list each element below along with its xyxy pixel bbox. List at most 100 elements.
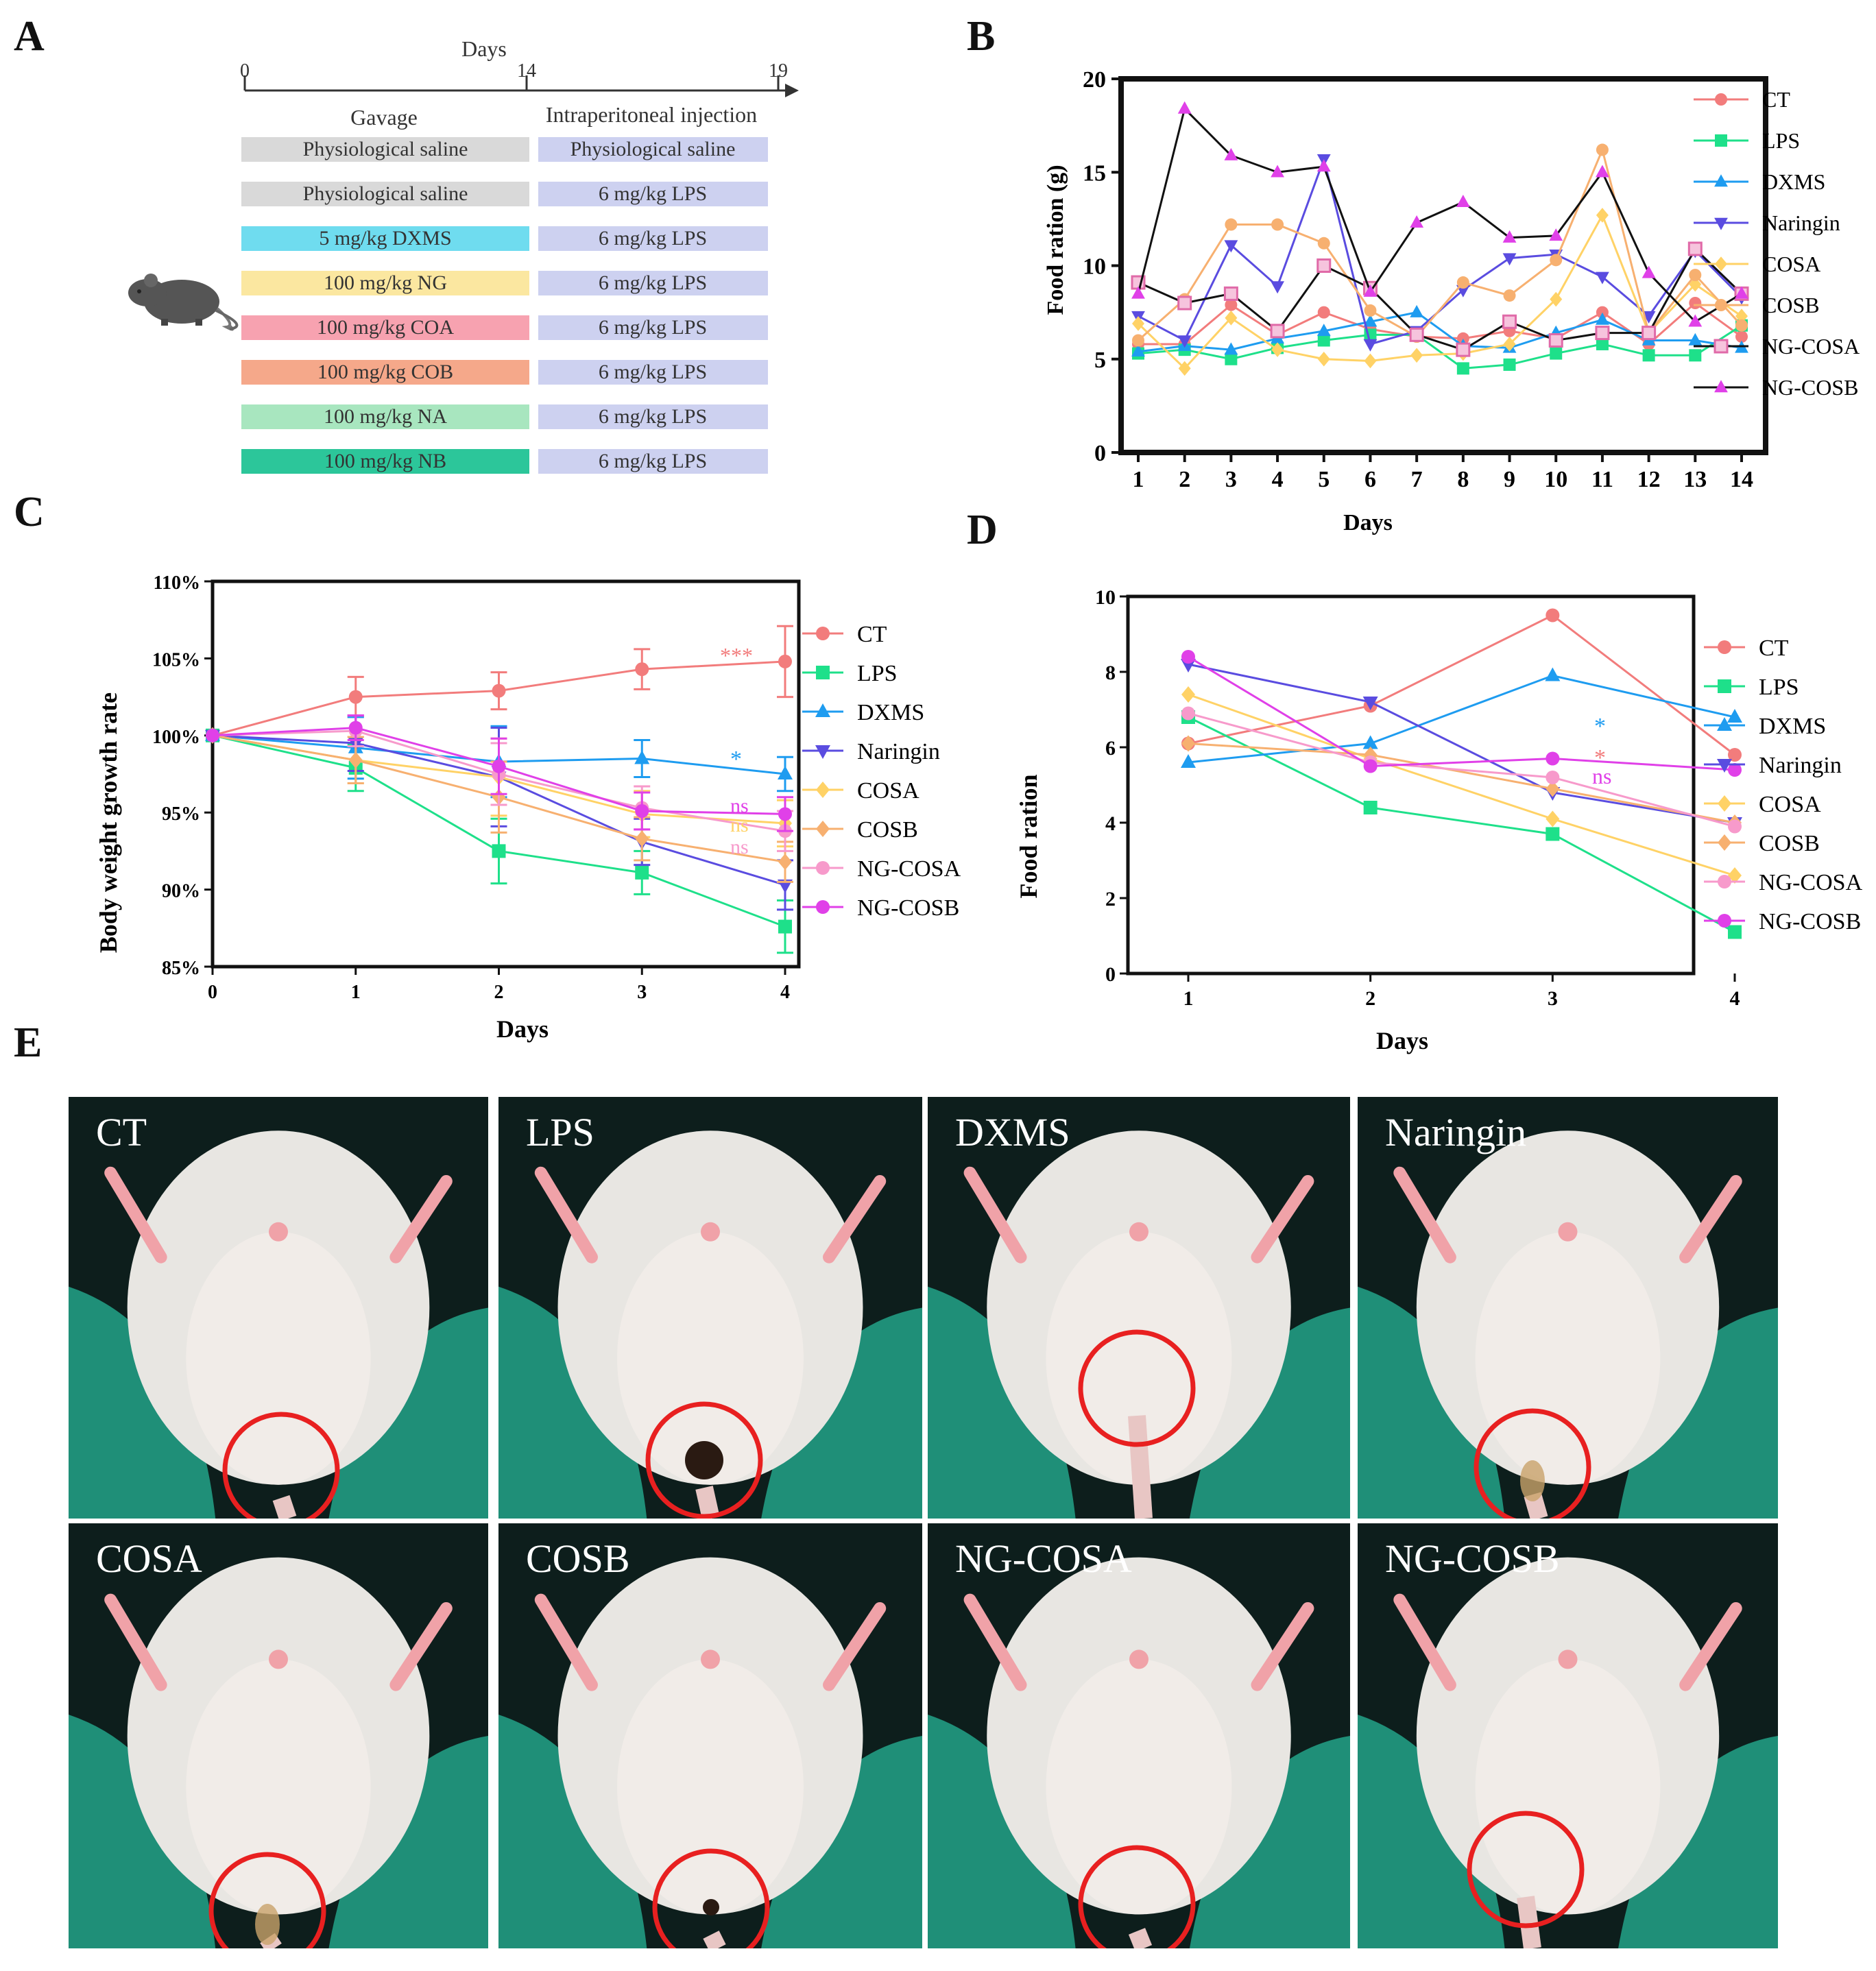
mouse-belly	[1046, 1659, 1232, 1915]
series-line	[1188, 693, 1735, 877]
schedule-tick-14: 14	[517, 60, 536, 82]
mouse-genital	[701, 1222, 720, 1242]
y-tick-label: 20	[1083, 67, 1106, 93]
data-point	[1641, 265, 1656, 278]
legend-marker	[1718, 795, 1731, 812]
data-point	[1316, 159, 1331, 172]
legend-item-ng-cosa: NG-COSA	[1694, 334, 1860, 359]
schedule-row: Physiological saline 6 mg/kg LPS	[241, 182, 768, 206]
data-point	[492, 844, 506, 858]
series-ng-cosb	[1131, 101, 1748, 327]
mouse-tail	[272, 1495, 297, 1519]
data-point	[1596, 208, 1609, 223]
legend-label: COSB	[1759, 831, 1820, 856]
panel-letter-c: C	[14, 489, 45, 535]
legend-item-ng-cosb: NG-COSB	[1694, 375, 1858, 400]
gavage-cell	[241, 315, 529, 340]
x-tick-label: 1	[1183, 987, 1194, 1010]
data-point	[1689, 276, 1702, 292]
x-tick-label: 1	[1133, 467, 1144, 492]
chart-c-ylabel: Body weight growth rate	[95, 692, 122, 953]
mouse-belly	[186, 1231, 371, 1485]
data-point	[635, 803, 649, 818]
mouse-photo-ng-cosb: NG-COSB	[1358, 1523, 1778, 1948]
mouse-tail	[703, 1931, 726, 1948]
mouse-genital	[1558, 1222, 1578, 1242]
data-point	[1688, 332, 1703, 346]
data-point	[1271, 165, 1284, 178]
mouse-genital	[1129, 1222, 1149, 1242]
glove	[69, 1715, 216, 1948]
legend-item-ct: CT	[1704, 636, 1789, 661]
legend-item-lps: LPS	[1694, 128, 1800, 153]
data-point	[1181, 754, 1196, 768]
data-point	[1456, 332, 1469, 345]
legend-label: NG-COSA	[857, 856, 961, 882]
legend-item-cosa: COSA	[1694, 252, 1820, 276]
data-point	[1132, 316, 1144, 331]
series-dxms	[1181, 667, 1742, 768]
significance-label: ns	[730, 814, 749, 836]
legend-label: Naringin	[1762, 210, 1840, 235]
highlight-circle	[645, 1401, 763, 1519]
injection-label: 6 mg/kg LPS	[599, 182, 707, 205]
chart-c-xlabel: Days	[496, 1015, 549, 1043]
schedule-row: 100 mg/kg NG 6 mg/kg LPS	[241, 271, 768, 295]
legend-item-cosb: COSB	[802, 817, 918, 843]
legend-item-naringin: Naringin	[1694, 210, 1840, 235]
data-point	[1546, 608, 1560, 622]
legend-label: Naringin	[1759, 753, 1842, 778]
data-point	[1550, 347, 1563, 360]
legend-marker	[815, 703, 830, 717]
legend-item-cosa: COSA	[802, 778, 919, 803]
legend-label: CT	[1762, 87, 1790, 112]
series-line	[1188, 716, 1735, 933]
photo-label: COSB	[526, 1536, 630, 1581]
data-point	[1362, 697, 1378, 710]
mouse-paw	[534, 1593, 598, 1691]
glove	[928, 1286, 1076, 1519]
mouse-genital	[269, 1649, 288, 1669]
significance-label: *	[1594, 745, 1606, 771]
gavage-label: 100 mg/kg COB	[317, 361, 453, 383]
series-line	[1137, 106, 1742, 324]
data-point	[1410, 215, 1424, 228]
highlight-circle	[652, 1848, 770, 1948]
data-point	[1317, 306, 1330, 319]
legend-marker	[1718, 640, 1731, 654]
data-point	[1735, 330, 1748, 343]
legend-marker	[1715, 256, 1727, 271]
series-ng-cosb	[1181, 650, 1742, 777]
data-point	[1550, 291, 1563, 307]
data-point	[1456, 195, 1470, 208]
data-point	[1689, 297, 1702, 309]
x-tick-label: 11	[1591, 467, 1613, 492]
x-tick-label: 2	[494, 982, 504, 1003]
significance-label: ***	[720, 643, 753, 668]
schedule-diagram: Days 0 14 19 Gavage Intraperitoneal inje…	[128, 36, 799, 474]
series-line	[1188, 674, 1735, 764]
mouse-paw	[1393, 1166, 1456, 1263]
data-point	[1224, 147, 1238, 160]
data-point	[1363, 801, 1378, 814]
glove	[1189, 1307, 1350, 1519]
highlight-circle	[1078, 1329, 1196, 1447]
injection-label: 6 mg/kg LPS	[599, 316, 707, 339]
photo-label: NG-COSA	[955, 1536, 1132, 1581]
mouse-paw	[1679, 1602, 1742, 1691]
data-point	[492, 759, 506, 773]
gavage-cell	[241, 449, 529, 474]
legend-marker	[816, 861, 830, 875]
data-point	[1503, 358, 1516, 371]
data-point	[1225, 352, 1238, 365]
mouse-photo-cosa: COSA	[69, 1523, 488, 1948]
series-ct	[1181, 608, 1742, 762]
data-point	[1596, 165, 1609, 178]
mouse-photo-dxms: DXMS	[928, 1097, 1350, 1519]
glove	[761, 1736, 922, 1948]
data-point	[1596, 337, 1609, 350]
legend-item-lps: LPS	[802, 661, 898, 686]
x-tick-label: 3	[1548, 987, 1558, 1010]
schedule-tick-19: 19	[769, 60, 788, 82]
mouse-photo-cosb: COSB	[498, 1523, 922, 1948]
